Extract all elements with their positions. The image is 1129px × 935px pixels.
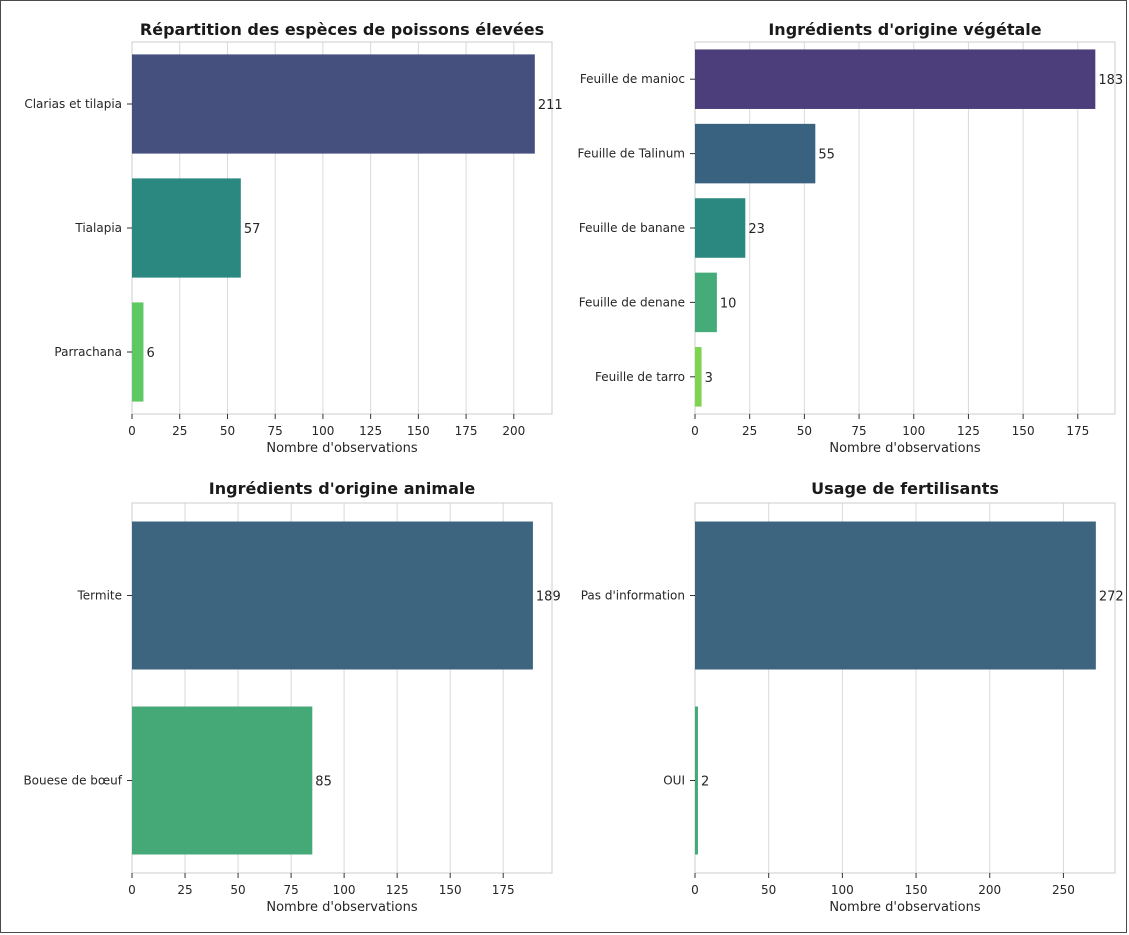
category-label: Termite — [76, 589, 122, 603]
x-tick-label: 25 — [172, 424, 187, 438]
x-axis-label: Nombre d'observations — [266, 441, 417, 456]
x-tick-label: 100 — [831, 883, 854, 897]
data-label: 3 — [705, 371, 713, 386]
data-label: 10 — [720, 296, 737, 311]
x-tick-label: 25 — [742, 424, 757, 438]
x-tick-label: 25 — [177, 883, 192, 897]
x-tick-label: 0 — [691, 883, 699, 897]
category-label: Feuille de banane — [579, 221, 685, 235]
data-label: 2 — [701, 775, 709, 790]
x-tick-label: 75 — [851, 424, 866, 438]
x-tick-label: 125 — [359, 424, 382, 438]
x-tick-label: 150 — [905, 883, 928, 897]
bar — [695, 521, 1096, 670]
data-label: 57 — [244, 222, 261, 237]
x-tick-label: 125 — [386, 883, 409, 897]
x-tick-label: 125 — [957, 424, 980, 438]
data-label: 189 — [536, 590, 561, 605]
x-tick-label: 250 — [1052, 883, 1075, 897]
x-axis-label: Nombre d'observations — [829, 900, 980, 915]
x-tick-label: 100 — [311, 424, 334, 438]
bar — [695, 49, 1096, 109]
bar — [695, 272, 717, 333]
x-tick-label: 0 — [691, 424, 699, 438]
x-tick-label: 150 — [439, 883, 462, 897]
category-label: OUI — [663, 774, 685, 788]
chart-title: Répartition des espèces de poissons élev… — [140, 20, 544, 39]
data-label: 6 — [146, 346, 154, 361]
x-axis-label: Nombre d'observations — [266, 900, 417, 915]
x-tick-label: 100 — [333, 883, 356, 897]
chart-title: Ingrédients d'origine animale — [209, 479, 476, 498]
x-tick-label: 100 — [902, 424, 925, 438]
x-tick-label: 150 — [407, 424, 430, 438]
category-label: Feuille de manioc — [580, 72, 685, 86]
data-label: 211 — [538, 98, 563, 113]
bar — [695, 198, 746, 258]
data-label: 272 — [1099, 590, 1124, 605]
bar — [132, 54, 535, 154]
chart-panel-2: Ingrédients d'origine végétale Feuille de… — [577, 20, 1123, 456]
category-label: Bouese de bœuf — [23, 774, 122, 788]
chart-panel-3: Ingrédients d'origine animale Termite 189 B… — [23, 479, 560, 915]
bar — [132, 178, 241, 278]
category-label: Parrachana — [54, 345, 122, 359]
data-label: 85 — [315, 775, 332, 790]
x-tick-label: 175 — [455, 424, 478, 438]
x-tick-label: 75 — [268, 424, 283, 438]
x-tick-label: 50 — [761, 883, 776, 897]
data-label: 23 — [748, 222, 765, 237]
x-tick-label: 50 — [797, 424, 812, 438]
bar — [695, 347, 702, 407]
category-label: Clarias et tilapia — [24, 97, 122, 111]
bar — [132, 302, 144, 402]
x-tick-label: 200 — [502, 424, 525, 438]
bar — [132, 706, 313, 855]
x-tick-label: 50 — [230, 883, 245, 897]
x-axis-label: Nombre d'observations — [829, 441, 980, 456]
chart-title: Usage de fertilisants — [811, 479, 999, 498]
x-tick-label: 175 — [1066, 424, 1089, 438]
x-tick-label: 175 — [492, 883, 515, 897]
bar — [695, 706, 698, 855]
bar — [695, 123, 816, 184]
x-tick-label: 200 — [978, 883, 1001, 897]
plot-area — [694, 502, 1116, 874]
category-label: Tialapia — [74, 221, 122, 235]
category-label: Feuille de tarro — [595, 370, 685, 384]
x-tick-label: 150 — [1012, 424, 1035, 438]
data-label: 183 — [1098, 73, 1123, 88]
data-label: 55 — [818, 148, 835, 163]
chart-panel-1: Répartition des espèces de poissons élev… — [24, 20, 562, 456]
category-label: Feuille de denane — [579, 295, 685, 309]
category-label: Pas d'information — [581, 589, 685, 603]
bar — [132, 521, 533, 670]
x-tick-label: 50 — [220, 424, 235, 438]
chart-panel-4: Usage de fertilisants Pas d'information 27… — [581, 479, 1124, 915]
category-label: Feuille de Talinum — [577, 147, 685, 161]
x-tick-label: 0 — [128, 883, 136, 897]
x-tick-label: 0 — [128, 424, 136, 438]
x-tick-label: 75 — [283, 883, 298, 897]
plot-area — [131, 502, 553, 874]
chart-title: Ingrédients d'origine végétale — [768, 20, 1041, 39]
